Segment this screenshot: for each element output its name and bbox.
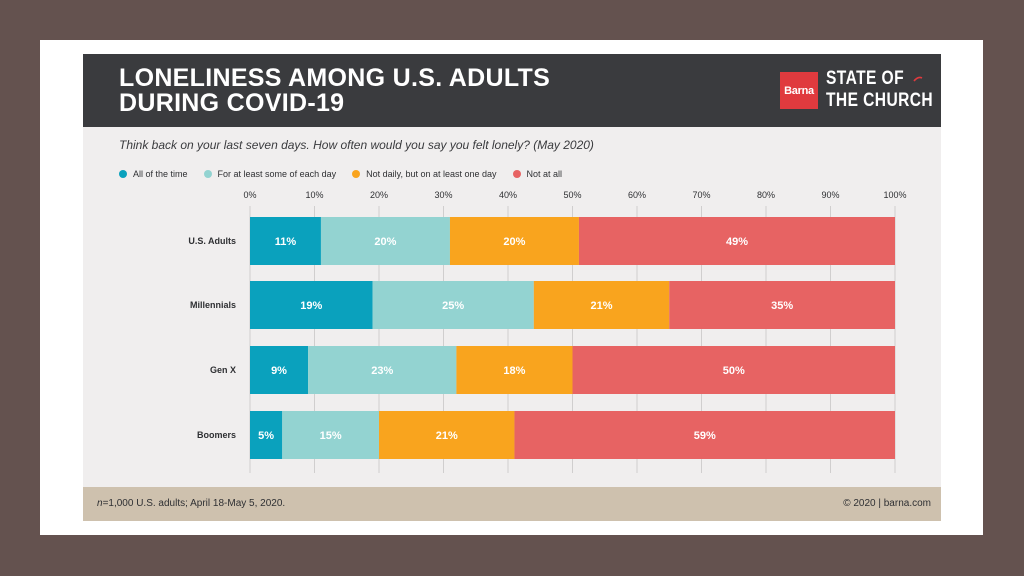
x-tick-label-5: 50%	[563, 190, 581, 200]
legend-item-3: Not at all	[512, 169, 563, 179]
footer-bar: n=1,000 U.S. adults; April 18-May 5, 202…	[83, 487, 941, 521]
legend-swatch-2	[352, 170, 361, 178]
legend-item-2: Not daily, but on at least one day	[352, 169, 497, 179]
bar-3-1	[282, 411, 379, 459]
data-label-1-3: 35%	[771, 300, 793, 312]
bar-2-3	[572, 346, 895, 394]
bar-0-2	[449, 217, 579, 265]
category-label-3: Boomers	[197, 430, 236, 440]
stacked-bar-chart: 0% 10% 20% 30% 40% 50% 60% 70% 80% 90% 100% U.S. Ad…	[188, 190, 907, 473]
header-bar: LONELINESS AMONG U.S. ADULTS DURING COVI…	[83, 54, 941, 127]
legend-swatch-1	[203, 170, 212, 178]
data-label-0-1: 20%	[374, 236, 396, 248]
category-label-1: Millennials	[190, 300, 236, 310]
bar-0-0	[250, 217, 321, 265]
category-label-0: U.S. Adults	[188, 236, 236, 246]
x-tick-label-9: 90%	[821, 190, 839, 200]
data-label-1-1: 25%	[442, 300, 464, 312]
legend-label-0: All of the time	[133, 169, 188, 179]
legend-item-1: For at least some of each day	[203, 169, 337, 179]
legend-swatch-0	[119, 170, 127, 178]
bar-0-3	[578, 217, 895, 265]
x-tick-label-1: 10%	[305, 190, 323, 200]
x-tick-label-8: 80%	[757, 190, 775, 200]
bar-1-1	[372, 281, 534, 329]
sample-note: n=1,000 U.S. adults; April 18-May 5, 202…	[97, 498, 285, 509]
bar-3-3	[514, 411, 895, 459]
copyright: © 2020 | barna.com	[843, 498, 931, 509]
state-of-the-church-brand: STATE OF THE CHURCH	[826, 68, 933, 112]
barna-logo: Barna	[780, 72, 818, 109]
x-tick-label-4: 40%	[499, 190, 517, 200]
x-tick-label-3: 30%	[434, 190, 452, 200]
legend-item-0: All of the time	[119, 169, 188, 179]
bar-1-0	[250, 281, 373, 329]
data-label-1-2: 21%	[591, 300, 613, 312]
bar-3-0	[250, 411, 283, 459]
title-line-2: DURING COVID-19	[119, 89, 345, 117]
chart-legend: All of the time For at least some of each…	[119, 167, 578, 181]
legend-label-2: Not daily, but on at least one day	[366, 169, 497, 179]
x-tick-label-6: 60%	[628, 190, 646, 200]
data-label-0-2: 20%	[503, 236, 525, 248]
category-label-2: Gen X	[210, 365, 236, 375]
data-label-2-3: 50%	[723, 365, 745, 377]
brand-swoosh-icon	[913, 76, 923, 82]
sample-note-text: =1,000 U.S. adults; April 18-May 5, 2020…	[102, 498, 286, 509]
bar-3-2	[379, 411, 515, 459]
bar-1-2	[533, 281, 670, 329]
bar-2-2	[456, 346, 573, 394]
data-label-0-0: 11%	[275, 236, 297, 248]
bar-0-1	[320, 217, 450, 265]
survey-question: Think back on your last seven days. How …	[119, 138, 594, 152]
legend-label-1: For at least some of each day	[217, 169, 337, 179]
x-tick-label-10: 100%	[883, 190, 906, 200]
data-label-0-3: 49%	[726, 236, 748, 248]
data-label-2-2: 18%	[503, 365, 525, 377]
bar-2-1	[308, 346, 457, 394]
x-tick-label-0: 0%	[243, 190, 256, 200]
brand-line-2: THE CHURCH	[826, 90, 934, 111]
data-label-3-1: 15%	[320, 430, 342, 442]
infographic-card: LONELINESS AMONG U.S. ADULTS DURING COVI…	[83, 54, 941, 521]
data-label-3-2: 21%	[436, 430, 458, 442]
legend-label-3: Not at all	[526, 169, 563, 179]
brand-line-1: STATE OF	[826, 68, 905, 89]
legend-swatch-3	[512, 170, 521, 178]
data-label-2-1: 23%	[371, 365, 393, 377]
title-line-1: LONELINESS AMONG U.S. ADULTS	[119, 64, 551, 92]
bar-2-0	[250, 346, 309, 394]
data-label-3-0: 5%	[258, 430, 274, 442]
x-tick-label-7: 70%	[692, 190, 710, 200]
data-label-3-3: 59%	[694, 430, 716, 442]
bar-1-3	[669, 281, 895, 329]
data-label-2-0: 9%	[271, 365, 287, 377]
x-tick-label-2: 20%	[370, 190, 388, 200]
chart-title: LONELINESS AMONG U.S. ADULTS DURING COVI…	[119, 66, 550, 116]
sample-n-label: n	[97, 498, 103, 509]
data-label-1-0: 19%	[300, 300, 322, 312]
